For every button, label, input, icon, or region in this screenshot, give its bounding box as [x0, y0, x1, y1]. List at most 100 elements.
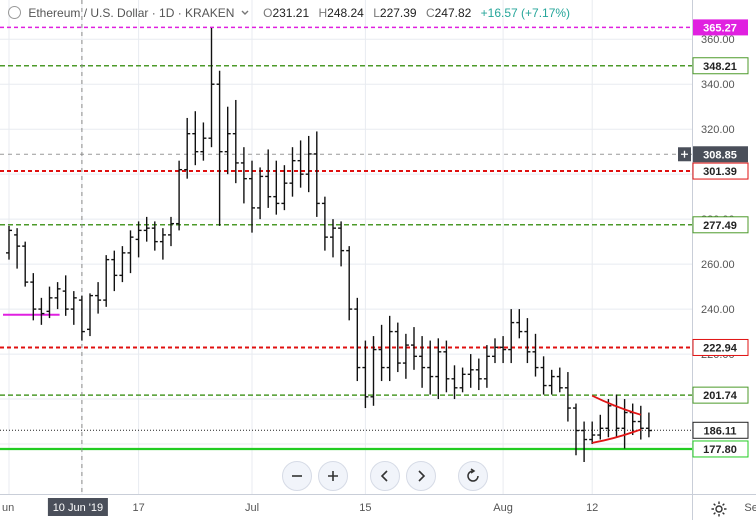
level-label-5: 222.94 — [703, 342, 738, 354]
ohlc-bar-18 — [151, 221, 158, 251]
level-label-7: 186.11 — [703, 425, 736, 437]
y-tick-label-2: 320.00 — [701, 124, 735, 136]
ohlc-bar-4 — [38, 297, 45, 325]
ohlc-bar-26 — [216, 70, 223, 226]
change-value: +16.57 (+7.17%) — [480, 6, 571, 20]
ohlc-bar-37 — [305, 135, 312, 193]
reset-icon — [467, 468, 479, 482]
close-value: 247.82 — [434, 6, 472, 20]
x-tick-label-4: 15 — [359, 502, 371, 514]
ohlc-bar-40 — [330, 219, 336, 258]
grid — [0, 0, 692, 494]
ohlc-bar-71 — [581, 421, 588, 463]
open-value: 231.21 — [272, 6, 310, 20]
ohlc-bar-20 — [168, 216, 174, 247]
x-tick-label-0: un — [2, 502, 14, 514]
level-label-1: 348.21 — [703, 61, 737, 73]
ohlc-bar-50 — [411, 327, 417, 370]
ohlc-bar-57 — [467, 354, 474, 388]
level-label-box-4 — [692, 216, 749, 234]
ohlc-bar-53 — [435, 338, 442, 400]
plus-icon — [328, 471, 338, 481]
gear-icon — [711, 501, 727, 517]
level-label-box-8 — [692, 440, 749, 458]
scroll-right-button[interactable] — [406, 461, 436, 491]
ohlc-bar-67 — [548, 369, 555, 395]
ohlc-bar-12 — [103, 255, 110, 307]
ohlc-bar-42 — [346, 246, 353, 321]
y-tick-label-6: 240.00 — [701, 304, 735, 316]
x-tick-label-6: 12 — [586, 502, 598, 514]
ohlc-bar-1 — [14, 228, 21, 269]
plus-icon — [681, 150, 688, 158]
x-tick-label-2: 17 — [132, 502, 144, 514]
chevron-left-icon — [380, 470, 388, 482]
level-label-2: 308.85 — [703, 149, 737, 161]
wedge-trendlines — [591, 394, 642, 444]
chevron-down-icon[interactable] — [240, 8, 250, 18]
ohlc-bar-59 — [483, 345, 490, 388]
level-label-box-2 — [693, 146, 748, 163]
ohlc-bar-25 — [208, 28, 215, 148]
zoom-in-button[interactable] — [318, 461, 348, 491]
ohlc-bar-15 — [127, 230, 134, 274]
x-tick-label-1: 10 Jun '19 — [53, 502, 103, 514]
ohlc-bar-46 — [378, 324, 385, 382]
ohlc-bar-68 — [556, 367, 563, 393]
x-tick-label-3: Jul — [245, 502, 259, 514]
level-label-box-5 — [692, 338, 749, 356]
chart-toolbar — [282, 461, 488, 491]
reset-chart-button[interactable] — [458, 461, 488, 491]
high-value: 248.24 — [327, 6, 364, 20]
y-tick-label-5: 260.00 — [701, 259, 735, 271]
ohlc-bar-3 — [30, 273, 37, 321]
ohlc-bar-54 — [443, 340, 450, 393]
ohlc-bar-44 — [362, 340, 369, 409]
ohlc-bar-22 — [184, 117, 191, 179]
x-tick-label-5: Aug — [493, 502, 513, 514]
ohlc-bar-69 — [564, 372, 571, 422]
ohlc-bar-29 — [240, 147, 247, 204]
visibility-icon[interactable] — [8, 6, 21, 19]
ohlc-bar-7 — [62, 275, 69, 316]
level-label-3: 301.39 — [703, 166, 737, 178]
ohlc-bar-60 — [492, 338, 498, 364]
ohlc-bar-65 — [532, 333, 539, 377]
horizontal-levels — [0, 26, 692, 451]
ohlc-bar-51 — [419, 336, 426, 388]
ohlc-bar-55 — [451, 365, 458, 400]
symbol-legend: Ethereum / U.S. Dollar · 1D · KRAKEN O23… — [8, 6, 570, 20]
ohlc-bar-11 — [95, 282, 102, 314]
level-label-box-0 — [693, 19, 748, 36]
ohlc-bar-72 — [589, 421, 596, 445]
ohlc-bar-10 — [87, 293, 93, 337]
ohlc-bar-48 — [394, 322, 401, 373]
ohlc-bar-73 — [597, 414, 604, 440]
x-tick-label-7: Sep — [744, 502, 756, 514]
ohlc-bars — [6, 28, 652, 463]
level-label-0: 365.27 — [703, 22, 737, 34]
ohlc-bar-28 — [232, 99, 239, 184]
ohlc-bar-31 — [257, 167, 264, 220]
ohlc-bar-17 — [143, 216, 150, 242]
chart-settings-button[interactable] — [710, 500, 728, 523]
ohlc-bar-61 — [500, 336, 507, 364]
ohlc-bar-56 — [459, 367, 466, 393]
ohlc-bar-58 — [475, 358, 482, 391]
y-tick-label-0: 360.00 — [701, 34, 735, 46]
scroll-left-button[interactable] — [370, 461, 400, 491]
level-label-4: 277.49 — [703, 220, 737, 232]
ohlc-bar-64 — [524, 318, 531, 364]
zoom-out-button[interactable] — [282, 461, 312, 491]
ohlc-bar-14 — [119, 246, 126, 283]
ohlc-bar-0 — [6, 225, 12, 260]
level-label-box-7 — [692, 421, 749, 439]
ohlc-bar-38 — [313, 131, 320, 217]
ohlc-bar-34 — [281, 165, 288, 211]
wedge-upper-line — [591, 394, 642, 416]
ohlc-bar-6 — [54, 282, 61, 310]
ohlc-bar-23 — [192, 111, 199, 166]
ohlc-bar-63 — [516, 309, 523, 339]
ohlc-bar-76 — [621, 399, 628, 449]
